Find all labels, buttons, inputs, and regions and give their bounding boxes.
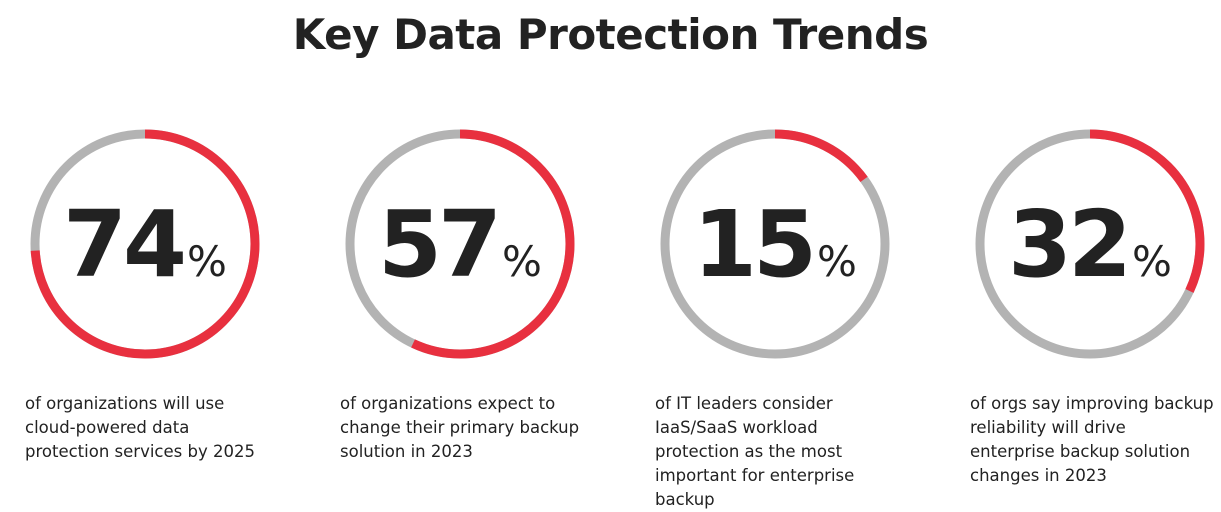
value-unit: % bbox=[187, 237, 227, 286]
ring-arc bbox=[975, 129, 1205, 359]
donut-chart: 15% bbox=[660, 129, 890, 359]
caption: of organizations expect to change their … bbox=[340, 394, 580, 461]
value-unit: % bbox=[1132, 237, 1172, 286]
donut-chart: 74% bbox=[30, 129, 260, 359]
value-unit: % bbox=[502, 237, 542, 286]
donut-chart: 57% bbox=[345, 129, 575, 359]
ring-arc bbox=[345, 129, 575, 359]
value-number: 32 bbox=[1008, 191, 1128, 298]
caption: of orgs say improving backup reliability… bbox=[970, 394, 1214, 485]
value-number: 57 bbox=[378, 191, 498, 298]
value-label: 74% bbox=[63, 191, 227, 298]
value-label: 15% bbox=[693, 191, 857, 298]
value-label: 32% bbox=[1008, 191, 1172, 298]
value-number: 15 bbox=[693, 191, 813, 298]
value-number: 74 bbox=[63, 191, 183, 298]
ring-arc bbox=[30, 129, 260, 359]
value-unit: % bbox=[817, 237, 857, 286]
ring-arc bbox=[660, 129, 890, 359]
caption: of IT leaders consider IaaS/SaaS workloa… bbox=[655, 394, 855, 509]
value-label: 57% bbox=[378, 191, 542, 298]
caption: of organizations will use cloud-powered … bbox=[25, 394, 255, 461]
donut-chart: 32% bbox=[975, 129, 1205, 359]
page-title: Key Data Protection Trends bbox=[292, 10, 929, 59]
